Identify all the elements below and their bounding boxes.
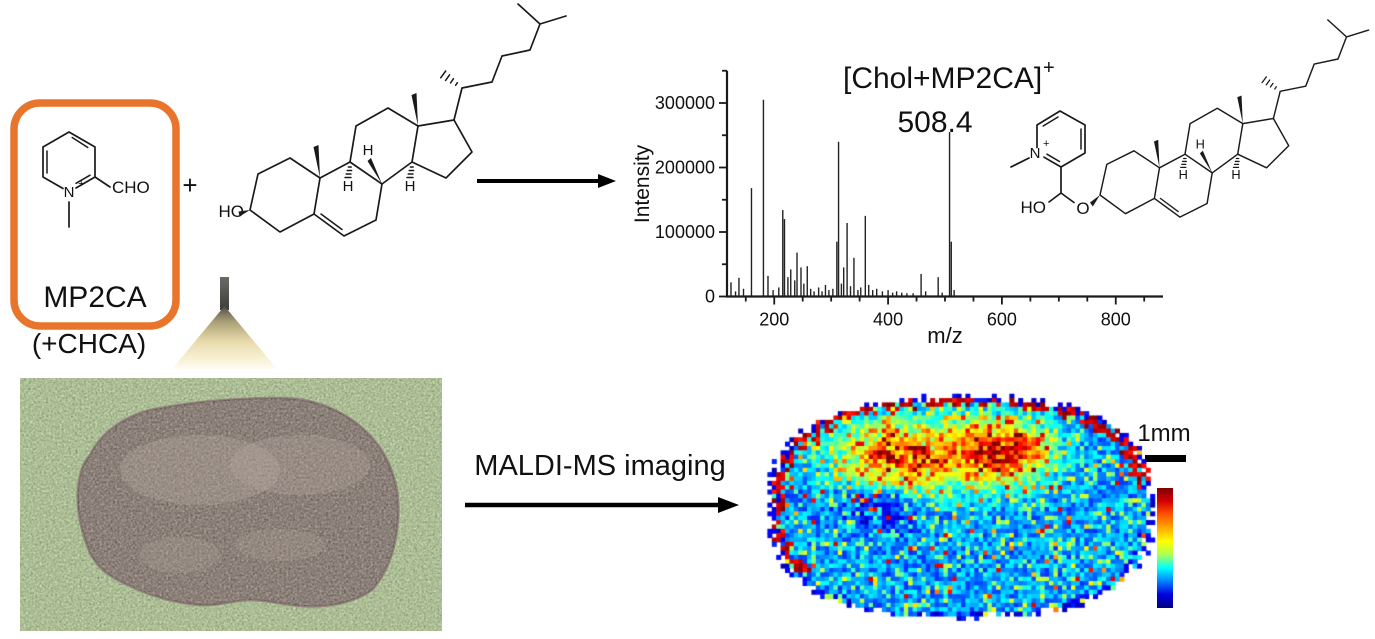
spectrum-x-axis-title: m/z (927, 323, 962, 348)
maldi-arrow-label: MALDI-MS imaging (474, 450, 725, 482)
matrix-label: (+CHCA) (32, 328, 146, 359)
svg-text:200000: 200000 (655, 158, 715, 178)
cho-label: CHO (112, 178, 150, 197)
ho-label: HO (1021, 198, 1047, 217)
reagent-box: N + CHO MP2CA (10, 99, 180, 330)
svg-text:0: 0 (705, 287, 715, 307)
svg-text:800: 800 (1101, 310, 1131, 330)
o-label: O (1076, 199, 1089, 218)
plus-charge: + (78, 178, 84, 190)
svg-text:400: 400 (873, 310, 903, 330)
scale-bar-line (1145, 455, 1186, 462)
plus-sign: + (182, 170, 197, 200)
ms-image-heatmap (763, 385, 1159, 629)
adduct-mz-annotation: 508.4 (897, 106, 972, 139)
reagent-name: MP2CA (43, 281, 146, 314)
spectrum-plot-area: 0 100000 200000 300000 200 400 600 800 (655, 69, 1163, 330)
product-structure: N + HO O (1010, 19, 1370, 218)
adduct-annotation: [Chol+MP2CA] (843, 62, 1042, 95)
tissue-photo (20, 378, 442, 631)
colorbar (1157, 488, 1173, 608)
spray-nozzle-icon (220, 277, 229, 310)
n-label: N (64, 184, 75, 201)
product-pyridinium: N + (1010, 110, 1086, 168)
reaction-arrow (477, 174, 616, 188)
tissue-section-texture (77, 398, 399, 607)
sprayer-icon (172, 277, 277, 369)
svg-text:200: 200 (759, 310, 789, 330)
adduct-annotation-charge: + (1043, 57, 1055, 79)
cholesterol-structure: HO (219, 3, 567, 237)
reagent-box-outline (10, 99, 180, 330)
mp2ca-structure: N + CHO (42, 131, 150, 228)
spray-cone-icon (172, 306, 277, 369)
svg-text:600: 600 (987, 310, 1017, 330)
maldi-arrow: MALDI-MS imaging (465, 450, 739, 513)
mass-spectrum: Intensity m/z [Chol+MP2CA] + 508.4 0 1000… (631, 57, 1163, 348)
spectrum-y-axis-title: Intensity (631, 144, 654, 223)
svg-text:300000: 300000 (655, 93, 715, 113)
n-label: N (1030, 145, 1041, 162)
svg-text:100000: 100000 (655, 222, 715, 242)
plus-charge: + (1043, 138, 1049, 150)
ho-label: HO (219, 202, 245, 221)
